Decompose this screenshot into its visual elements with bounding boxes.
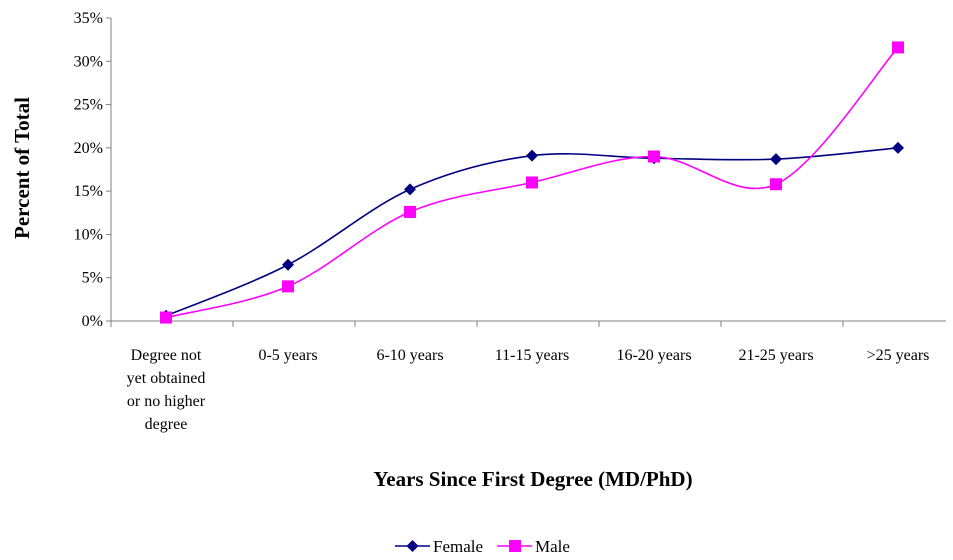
y-tick-label: 35% bbox=[74, 10, 103, 27]
y-axis-title: Percent of Total bbox=[10, 97, 34, 239]
y-tick-label: 15% bbox=[74, 183, 103, 200]
legend: Female Male bbox=[395, 537, 570, 556]
legend-item-female: Female bbox=[395, 537, 483, 556]
y-tick-label: 10% bbox=[74, 226, 103, 243]
x-tick-label: Degree not bbox=[131, 347, 202, 364]
data-point-female bbox=[770, 153, 782, 166]
x-tick-label: 21-25 years bbox=[738, 347, 813, 364]
legend-marker-female bbox=[406, 540, 419, 552]
data-point-male bbox=[282, 280, 294, 293]
data-point-female bbox=[282, 258, 294, 271]
data-point-female bbox=[404, 183, 416, 196]
x-axis-title: Years Since First Degree (MD/PhD) bbox=[373, 467, 692, 491]
legend-marker-male bbox=[509, 540, 521, 552]
data-point-male bbox=[648, 150, 660, 163]
data-point-male bbox=[160, 311, 172, 324]
x-tick-label: 6-10 years bbox=[376, 347, 443, 364]
axes-layer: 0% 5% 10% 15% 20% 25% 30% 35% Degree not yet obta… bbox=[74, 10, 946, 433]
data-point-male bbox=[770, 178, 782, 191]
y-tick-label: 20% bbox=[74, 140, 103, 157]
x-tick-label: yet obtained bbox=[127, 370, 206, 387]
y-tick-label: 25% bbox=[74, 97, 103, 114]
x-tick-label: 0-5 years bbox=[258, 347, 317, 364]
series-male bbox=[160, 41, 904, 324]
y-tick-label: 30% bbox=[74, 53, 103, 70]
y-tick-label: 0% bbox=[82, 313, 103, 330]
y-tick-label: 5% bbox=[82, 270, 103, 287]
x-tick-label: degree bbox=[145, 416, 188, 433]
data-point-female bbox=[892, 141, 904, 154]
data-point-male bbox=[526, 176, 538, 189]
labels-layer: Percent of Total Years Since First Degre… bbox=[10, 97, 693, 491]
legend-item-male: Male bbox=[497, 537, 570, 556]
legend-label-female: Female bbox=[433, 537, 483, 555]
x-tick-label: or no higher bbox=[127, 393, 206, 410]
x-tick-label: 11-15 years bbox=[495, 347, 570, 364]
data-point-male bbox=[892, 41, 904, 54]
data-point-male bbox=[404, 205, 416, 218]
series-female bbox=[160, 141, 904, 322]
x-tick-label: >25 years bbox=[867, 347, 930, 364]
data-point-female bbox=[526, 149, 538, 162]
x-tick-label: 16-20 years bbox=[616, 347, 691, 364]
legend-label-male: Male bbox=[535, 537, 570, 555]
series-layer bbox=[160, 41, 904, 324]
